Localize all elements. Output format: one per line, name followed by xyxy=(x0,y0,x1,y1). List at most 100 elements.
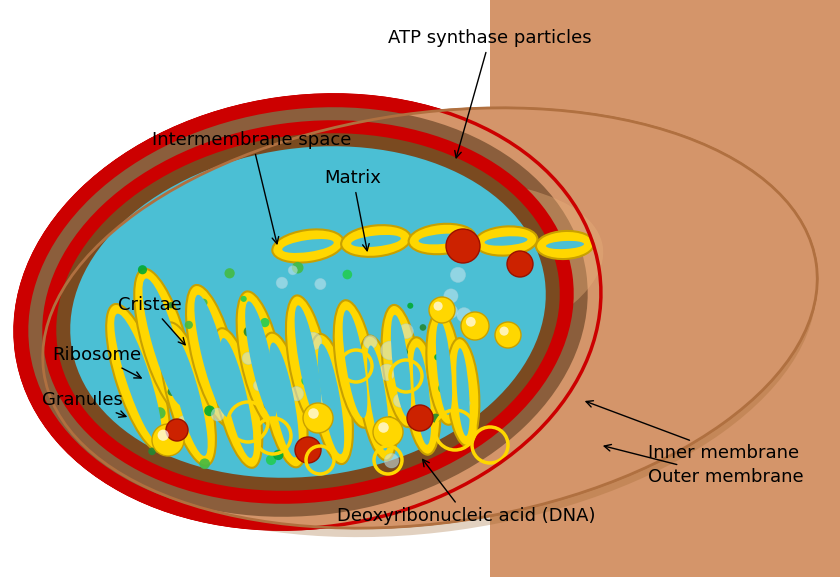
Ellipse shape xyxy=(391,315,411,417)
Text: Outer membrane: Outer membrane xyxy=(604,444,804,486)
Ellipse shape xyxy=(245,301,277,419)
Ellipse shape xyxy=(212,328,262,468)
Ellipse shape xyxy=(114,314,162,443)
Circle shape xyxy=(163,335,170,342)
Ellipse shape xyxy=(408,224,475,254)
Ellipse shape xyxy=(106,304,170,452)
Ellipse shape xyxy=(381,305,420,427)
Circle shape xyxy=(260,318,270,327)
Circle shape xyxy=(148,448,155,455)
Circle shape xyxy=(288,266,297,275)
Ellipse shape xyxy=(367,346,389,451)
Circle shape xyxy=(242,352,255,365)
Text: Ribosome: Ribosome xyxy=(52,346,141,378)
Ellipse shape xyxy=(168,332,207,456)
Ellipse shape xyxy=(403,338,440,455)
Circle shape xyxy=(433,302,443,310)
Ellipse shape xyxy=(413,347,431,445)
Circle shape xyxy=(381,341,400,360)
Ellipse shape xyxy=(358,336,398,460)
Ellipse shape xyxy=(272,230,344,263)
Circle shape xyxy=(276,277,287,288)
Circle shape xyxy=(500,327,509,336)
Ellipse shape xyxy=(157,179,603,377)
Circle shape xyxy=(444,305,458,319)
Ellipse shape xyxy=(358,336,398,460)
Ellipse shape xyxy=(427,311,462,425)
Ellipse shape xyxy=(186,285,240,427)
Ellipse shape xyxy=(157,179,603,377)
Ellipse shape xyxy=(114,314,162,443)
Circle shape xyxy=(378,422,389,433)
Ellipse shape xyxy=(367,346,389,451)
Ellipse shape xyxy=(282,239,333,253)
Circle shape xyxy=(450,267,465,283)
Circle shape xyxy=(495,322,521,348)
Ellipse shape xyxy=(56,133,559,491)
Circle shape xyxy=(364,335,377,349)
Circle shape xyxy=(315,279,326,290)
Circle shape xyxy=(154,407,165,419)
Circle shape xyxy=(266,455,276,465)
Circle shape xyxy=(200,299,207,306)
Circle shape xyxy=(211,408,224,421)
Text: Deoxyribonucleic acid (DNA): Deoxyribonucleic acid (DNA) xyxy=(337,459,596,525)
Text: Cristae: Cristae xyxy=(118,296,185,344)
Ellipse shape xyxy=(42,120,574,504)
Circle shape xyxy=(138,265,147,274)
Circle shape xyxy=(429,297,455,323)
Ellipse shape xyxy=(475,226,538,256)
Ellipse shape xyxy=(160,323,216,466)
Ellipse shape xyxy=(13,93,602,531)
Text: ATP synthase particles: ATP synthase particles xyxy=(388,29,592,158)
Ellipse shape xyxy=(220,338,254,458)
Ellipse shape xyxy=(318,344,344,454)
Circle shape xyxy=(152,424,184,456)
Ellipse shape xyxy=(269,343,299,458)
Ellipse shape xyxy=(286,295,330,429)
Text: Intermembrane space: Intermembrane space xyxy=(152,131,352,244)
Circle shape xyxy=(343,269,352,279)
Ellipse shape xyxy=(343,310,367,418)
Ellipse shape xyxy=(454,171,517,449)
Ellipse shape xyxy=(403,338,440,455)
Ellipse shape xyxy=(44,119,816,537)
Ellipse shape xyxy=(237,291,286,429)
Ellipse shape xyxy=(134,269,194,415)
Ellipse shape xyxy=(485,236,528,246)
Circle shape xyxy=(295,437,321,463)
Ellipse shape xyxy=(29,107,588,517)
Ellipse shape xyxy=(546,241,584,249)
Circle shape xyxy=(407,303,413,309)
Ellipse shape xyxy=(237,291,286,429)
Ellipse shape xyxy=(71,146,546,478)
Polygon shape xyxy=(490,0,840,577)
Circle shape xyxy=(304,332,322,350)
Ellipse shape xyxy=(485,236,528,246)
Circle shape xyxy=(431,414,440,423)
Circle shape xyxy=(302,376,312,385)
Circle shape xyxy=(379,364,395,380)
Ellipse shape xyxy=(282,239,333,253)
Circle shape xyxy=(224,268,234,279)
Ellipse shape xyxy=(309,334,353,464)
Circle shape xyxy=(345,353,352,359)
Ellipse shape xyxy=(260,333,307,467)
Ellipse shape xyxy=(13,93,602,531)
Ellipse shape xyxy=(42,120,574,504)
Circle shape xyxy=(457,308,471,322)
Ellipse shape xyxy=(43,108,817,528)
Ellipse shape xyxy=(351,235,401,247)
Circle shape xyxy=(384,454,399,468)
Ellipse shape xyxy=(186,285,240,427)
Ellipse shape xyxy=(160,323,216,466)
Circle shape xyxy=(158,430,169,441)
Ellipse shape xyxy=(408,224,475,254)
Circle shape xyxy=(398,324,413,339)
Circle shape xyxy=(446,229,480,263)
Ellipse shape xyxy=(106,304,170,452)
Circle shape xyxy=(273,450,283,460)
Ellipse shape xyxy=(143,279,186,406)
Circle shape xyxy=(438,383,449,394)
Ellipse shape xyxy=(269,343,299,458)
